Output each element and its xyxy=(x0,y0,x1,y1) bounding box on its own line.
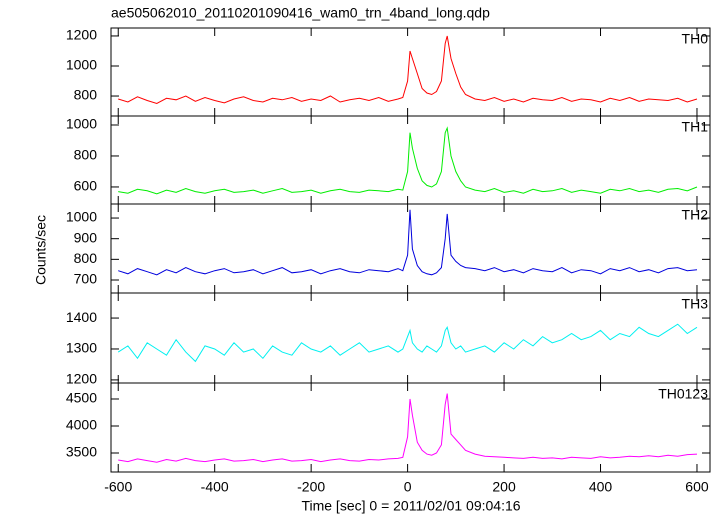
series-line xyxy=(117,323,698,363)
legend-label: TH2 xyxy=(682,207,709,223)
series-line xyxy=(118,393,698,463)
legend-label: TH0 xyxy=(682,31,709,47)
x-tick-label: 0 xyxy=(404,479,412,495)
x-tick-label: -600 xyxy=(104,479,132,495)
panel-frame xyxy=(110,27,711,117)
x-tick-label: 400 xyxy=(589,479,613,495)
y-tick-label: 3500 xyxy=(66,444,97,460)
y-tick-label: 800 xyxy=(74,147,98,163)
x-tick-label: -200 xyxy=(297,479,325,495)
x-tick-label: 200 xyxy=(492,479,516,495)
y-tick-label: 4500 xyxy=(66,390,97,406)
x-tick-label: 600 xyxy=(685,479,709,495)
y-tick-label: 4000 xyxy=(66,417,97,433)
legend-label: TH3 xyxy=(682,296,709,312)
y-tick-label: 800 xyxy=(74,250,98,266)
y-tick-label: 1400 xyxy=(66,309,97,325)
panel-frame xyxy=(110,382,711,473)
x-axis-label: Time [sec] 0 = 2011/02/01 09:04:16 xyxy=(301,498,520,514)
y-tick-label: 1200 xyxy=(66,371,97,387)
y-tick-label: 1200 xyxy=(66,27,97,43)
series-line xyxy=(118,126,698,195)
panel-frame xyxy=(110,292,711,384)
y-tick-label: 800 xyxy=(74,87,98,103)
y-tick-label: 1300 xyxy=(66,340,97,356)
y-tick-label: 1000 xyxy=(66,57,97,73)
series-line xyxy=(118,35,698,105)
x-tick-label: -400 xyxy=(201,479,229,495)
y-tick-label: 1000 xyxy=(66,116,97,132)
y-axis-label: Counts/sec xyxy=(33,215,49,285)
chart-title: ae505062010_20110201090416_wam0_trn_4ban… xyxy=(111,5,490,21)
legend-label: TH1 xyxy=(682,119,709,135)
legend-label: TH0123 xyxy=(658,386,708,402)
series-line xyxy=(118,209,698,276)
y-tick-label: 1000 xyxy=(66,209,97,225)
y-tick-label: 700 xyxy=(74,271,98,287)
y-tick-label: 600 xyxy=(74,178,98,194)
y-tick-label: 900 xyxy=(74,229,98,245)
